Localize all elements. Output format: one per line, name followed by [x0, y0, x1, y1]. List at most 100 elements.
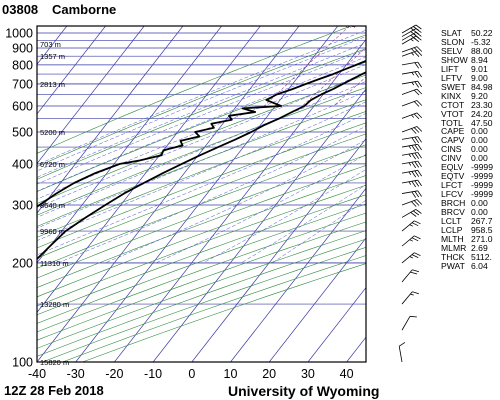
- wind-barb: [401, 126, 423, 134]
- pressure-tick-label: 200: [12, 257, 33, 271]
- temperature-tick-label: 0: [188, 367, 195, 381]
- index-value: 47.50: [471, 117, 493, 128]
- wind-barb: [401, 160, 422, 169]
- index-row: CINV 0.00: [441, 154, 499, 163]
- dry-adiabat-line: [62, 255, 366, 362]
- index-key: LFCV: [441, 189, 463, 200]
- index-key: VTOT: [441, 108, 464, 119]
- wind-barb: [401, 291, 420, 305]
- index-key: THCK: [441, 251, 465, 262]
- pressure-tick-label: 300: [12, 199, 33, 213]
- index-row: KINX 9.20: [441, 90, 499, 101]
- index-row: BRCH 0.00: [441, 199, 499, 208]
- index-key: LIFT: [441, 63, 459, 74]
- index-value: -9999: [471, 171, 493, 182]
- wind-barb: [401, 61, 422, 69]
- height-label: 1357 m: [40, 52, 65, 61]
- dry-adiabat-line: [37, 87, 366, 216]
- moist-adiabat-line: [155, 154, 366, 264]
- index-key: TOTL: [441, 117, 463, 128]
- wind-barb: [401, 35, 422, 45]
- wind-barb: [401, 24, 422, 34]
- pressure-tick-label: 1000: [5, 27, 33, 41]
- index-key: CINV: [441, 153, 462, 164]
- dry-adiabat-line: [37, 74, 366, 204]
- mixing-ratio-label: 0.4: [346, 23, 356, 30]
- temperature-tick-label: -20: [105, 367, 123, 381]
- height-label: 8640 m: [40, 201, 65, 210]
- index-value: 0.00: [471, 207, 488, 218]
- dry-adiabat-line: [37, 203, 366, 324]
- temperature-tick-label: -30: [67, 367, 85, 381]
- index-row: EQTV -9999: [441, 172, 499, 181]
- wind-barb: [401, 179, 422, 188]
- index-value: -9999: [471, 180, 493, 191]
- wind-barb: [398, 342, 406, 363]
- index-key: SHOW: [441, 54, 468, 65]
- wind-barb: [401, 136, 422, 144]
- wind-barb: [401, 209, 422, 218]
- isotherm-line: [75, 26, 339, 362]
- dry-adiabat-line: [37, 154, 366, 279]
- temperature-tick-label: -10: [144, 367, 162, 381]
- mixing-ratio-label: 2: [419, 23, 423, 30]
- index-value: 6.04: [471, 260, 488, 271]
- index-key: CAPE: [441, 126, 465, 137]
- pressure-tick-label: 700: [12, 77, 33, 91]
- height-label: 2813 m: [40, 80, 65, 89]
- index-key: EQTV: [441, 171, 465, 182]
- isotherm-line: [37, 26, 106, 115]
- isotherm-line: [37, 26, 261, 313]
- index-key: SLON: [441, 36, 465, 47]
- index-value: -9999: [471, 189, 493, 200]
- mixing-ratio-line: [263, 26, 350, 107]
- index-value: 0.00: [471, 144, 488, 155]
- index-key: MLTH: [441, 233, 464, 244]
- wind-barb: [401, 80, 422, 88]
- index-row: SLON -5.32: [441, 38, 499, 47]
- index-row: TOTL 47.50: [441, 117, 499, 128]
- index-row: SLAT 50.22: [441, 29, 499, 38]
- moist-adiabat-line: [37, 36, 366, 172]
- index-key: BRCH: [441, 198, 466, 209]
- wind-barb: [401, 235, 421, 247]
- index-value: 271.0: [471, 233, 493, 244]
- wind-barb: [401, 46, 423, 53]
- index-value: 50.22: [471, 28, 493, 38]
- index-value: 0.00: [471, 126, 488, 137]
- dry-adiabat-line: [37, 221, 366, 341]
- pressure-tick-label: 900: [12, 42, 33, 56]
- index-key: CINS: [441, 144, 462, 155]
- index-row: VTOT 24.20: [441, 108, 499, 119]
- mixing-ratio-line: [302, 47, 366, 107]
- isotherm-line: [37, 26, 145, 165]
- dry-adiabat-line: [37, 212, 366, 333]
- index-value: 2.69: [471, 242, 488, 253]
- isotherm-line: [191, 138, 366, 362]
- height-label: 703 m: [40, 40, 61, 49]
- index-row: LFCV -9999: [441, 190, 499, 199]
- height-label: 5200 m: [40, 128, 65, 137]
- index-value: -5.32: [471, 36, 491, 47]
- index-key: LCLP: [441, 224, 463, 235]
- temperature-tick-label: 20: [262, 367, 276, 381]
- index-key: LCLT: [441, 216, 462, 227]
- index-row: LCLT 267.7: [441, 217, 499, 226]
- profile-curves: [37, 59, 366, 261]
- index-key: LFTV: [441, 72, 463, 83]
- index-key: KINX: [441, 90, 462, 101]
- index-value: -9999: [471, 162, 493, 173]
- wind-barb: [401, 70, 422, 78]
- moist-adiabat-line: [37, 42, 366, 178]
- thermo-grid: 0.412471016243240 g/kg: [37, 23, 423, 362]
- mixing-ratio-label: 1: [386, 23, 390, 30]
- dry-adiabat-line: [37, 111, 366, 238]
- isotherm-line: [37, 26, 184, 214]
- dry-adiabat-line: [37, 34, 366, 167]
- index-row: CAPE 0.00: [441, 127, 499, 136]
- wind-barb: [401, 169, 422, 178]
- index-row: LCLP 958.5: [441, 226, 499, 235]
- index-value: 84.98: [471, 81, 493, 92]
- wind-barb: [401, 199, 423, 207]
